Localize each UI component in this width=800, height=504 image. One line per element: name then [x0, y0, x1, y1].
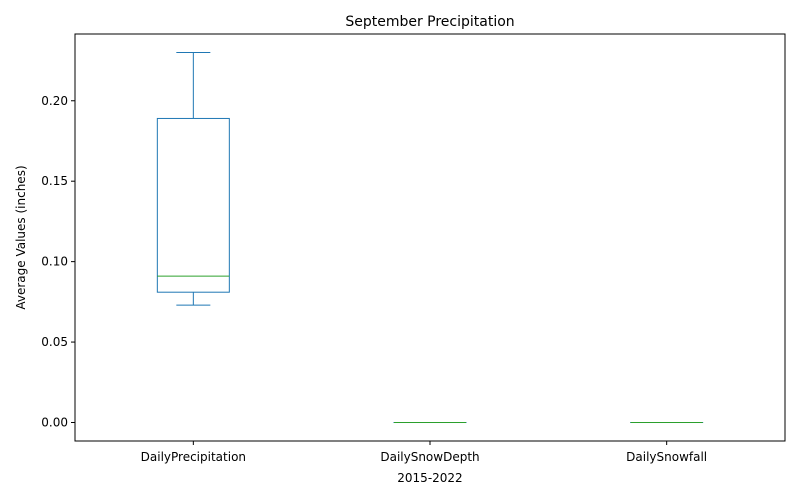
y-tick-label: 0.20 [41, 94, 68, 108]
x-tick-label: DailySnowfall [626, 450, 707, 464]
y-axis-label: Average Values (inches) [14, 165, 28, 309]
x-axis-label: 2015-2022 [397, 471, 462, 485]
y-tick-label: 0.15 [41, 174, 68, 188]
y-tick-label: 0.10 [41, 255, 68, 269]
y-tick-label: 0.05 [41, 335, 68, 349]
chart-title: September Precipitation [345, 14, 514, 30]
box-body [157, 118, 229, 292]
x-tick-label: DailySnowDepth [380, 450, 479, 464]
y-tick-label: 0.00 [41, 416, 68, 430]
x-tick-label: DailyPrecipitation [141, 450, 246, 464]
y-axis: 0.00 0.05 0.10 0.15 0.20 [41, 94, 75, 430]
plot-area [157, 53, 702, 423]
x-axis: DailyPrecipitation DailySnowDepth DailySno… [141, 441, 708, 464]
axes-frame [75, 34, 785, 441]
